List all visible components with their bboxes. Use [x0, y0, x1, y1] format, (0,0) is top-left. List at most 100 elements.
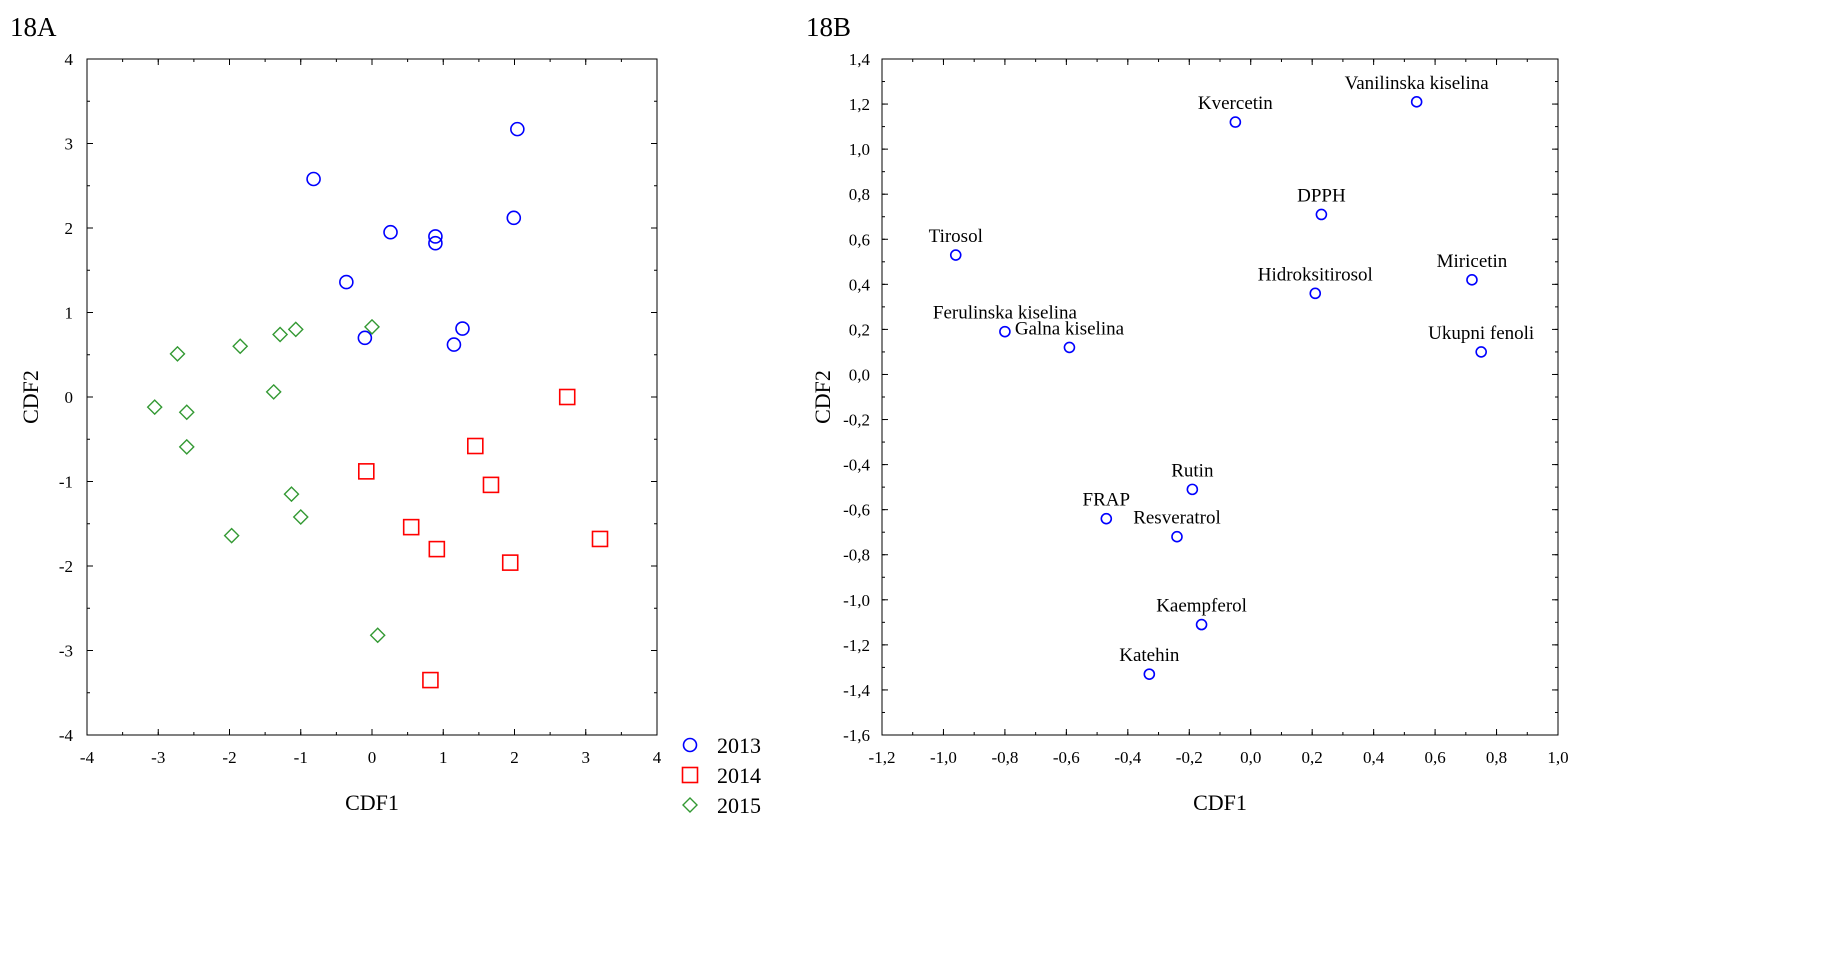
y-tick-label: -1,6 [843, 726, 870, 745]
y-tick-label: 3 [65, 135, 74, 154]
point-2013 [446, 337, 462, 352]
x-tick-label: 3 [582, 748, 591, 767]
point-2013 [357, 330, 373, 346]
point-2014 [558, 388, 576, 406]
point-marker [1410, 96, 1423, 108]
point-marker [1186, 483, 1199, 496]
x-tick-label: 0 [368, 748, 377, 767]
point-2014 [482, 476, 500, 494]
point-2014 [428, 540, 446, 558]
y-tick-label: 4 [65, 50, 74, 69]
point-label: Vanilinska kiselina [1345, 73, 1490, 94]
legend-marker-2013 [682, 737, 698, 753]
point-2015 [272, 326, 289, 343]
point-marker [999, 325, 1011, 338]
point-2015 [292, 509, 309, 525]
y-tick-label: 0,2 [849, 320, 870, 339]
panel-a-x-ticks: -4 -3 -2 -1 0 1 2 3 4 [80, 59, 662, 767]
x-tick-label: 0,0 [1240, 748, 1261, 767]
point-2014 [402, 518, 420, 536]
point-label: Ferulinska kiselina [933, 303, 1078, 324]
x-tick-label: -0,8 [991, 748, 1018, 767]
legend-label-2014: 2014 [717, 763, 761, 788]
panel-b-x-axis-label: CDF1 [1193, 790, 1247, 815]
y-tick-label: -0,8 [843, 546, 870, 565]
y-tick-label: 1,0 [849, 140, 870, 159]
point-label: DPPH [1297, 185, 1346, 206]
point-marker [1100, 512, 1113, 525]
point-2015 [169, 345, 186, 362]
point-2013 [383, 224, 398, 240]
point-2015 [232, 338, 249, 355]
y-tick-label: -1,2 [843, 636, 870, 655]
panel-a-x-axis-label: CDF1 [345, 790, 399, 815]
panel-a-y-ticks: -4 -3 -2 -1 0 1 2 3 4 [59, 50, 657, 745]
point-2015 [223, 527, 240, 544]
x-tick-label: 1 [439, 748, 448, 767]
point-2015 [178, 438, 195, 455]
point-label: FRAP [1083, 490, 1131, 511]
point-2013 [510, 121, 525, 137]
point-label: Hidroksitirosol [1258, 264, 1373, 285]
point-2015 [287, 321, 304, 338]
y-tick-label: 0 [65, 388, 74, 407]
point-2014 [501, 554, 519, 571]
point-label: Galna kiselina [1015, 318, 1125, 339]
panel-a-points [146, 121, 609, 689]
panel-b: 18B -1,2 -1,0 -0,8 -0,6 -0,4 -0,2 0,0 0,2 0,4 0,6… [806, 12, 1569, 815]
x-tick-label: 4 [653, 748, 662, 767]
y-tick-label: 2 [65, 219, 74, 238]
point-label: Kvercetin [1198, 93, 1273, 114]
panel-a-label: 18A [10, 12, 57, 42]
point-2014 [591, 530, 609, 548]
legend-label-2015: 2015 [717, 793, 761, 818]
x-tick-label: 2 [510, 748, 519, 767]
x-tick-label: -3 [151, 748, 165, 767]
x-tick-label: -1,2 [869, 748, 896, 767]
y-tick-label: -0,2 [843, 411, 870, 430]
x-tick-label: 0,2 [1302, 748, 1323, 767]
x-tick-label: -0,6 [1053, 748, 1080, 767]
x-tick-label: 0,8 [1486, 748, 1507, 767]
legend-marker-2015 [682, 797, 698, 813]
y-tick-label: 0,6 [849, 230, 870, 249]
y-tick-label: 1 [65, 304, 74, 323]
y-tick-label: -0,4 [843, 456, 870, 475]
point-2014 [467, 437, 484, 455]
point-2013 [339, 274, 354, 290]
y-tick-label: -1 [59, 473, 73, 492]
point-label: Tirosol [929, 226, 983, 247]
point-marker [1466, 274, 1478, 286]
x-tick-label: -1,0 [930, 748, 957, 767]
point-marker [1475, 346, 1487, 358]
panel-b-y-axis-label: CDF2 [810, 370, 835, 424]
x-tick-label: -2 [222, 748, 236, 767]
point-2015 [178, 404, 195, 421]
point-label: Resveratrol [1133, 508, 1221, 529]
point-2015 [146, 399, 163, 416]
y-tick-label: -4 [59, 726, 74, 745]
x-tick-label: -0,4 [1114, 748, 1141, 767]
point-marker [1229, 116, 1242, 128]
point-2015 [283, 486, 300, 503]
legend-marker-2014 [681, 766, 699, 784]
point-2015 [364, 318, 380, 335]
y-tick-label: -1,4 [843, 681, 870, 700]
panel-a-y-axis-label: CDF2 [18, 370, 43, 424]
point-2013 [428, 229, 443, 244]
legend-label-2013: 2013 [717, 733, 761, 758]
y-tick-label: 0,4 [849, 275, 871, 294]
y-tick-label: -3 [59, 642, 73, 661]
point-marker [1063, 341, 1076, 354]
panel-b-points: Kvercetin Vanilinska kiselina DPPH Tirosol H… [929, 73, 1534, 680]
y-tick-label: 1,4 [849, 50, 871, 69]
point-label: Katehin [1119, 645, 1180, 666]
point-2014 [357, 463, 375, 480]
y-tick-label: -1,0 [843, 591, 870, 610]
point-2014 [422, 671, 439, 689]
point-marker [1143, 668, 1156, 680]
x-tick-label: -0,2 [1176, 748, 1203, 767]
point-marker [1171, 530, 1183, 543]
y-tick-label: -0,6 [843, 501, 870, 520]
